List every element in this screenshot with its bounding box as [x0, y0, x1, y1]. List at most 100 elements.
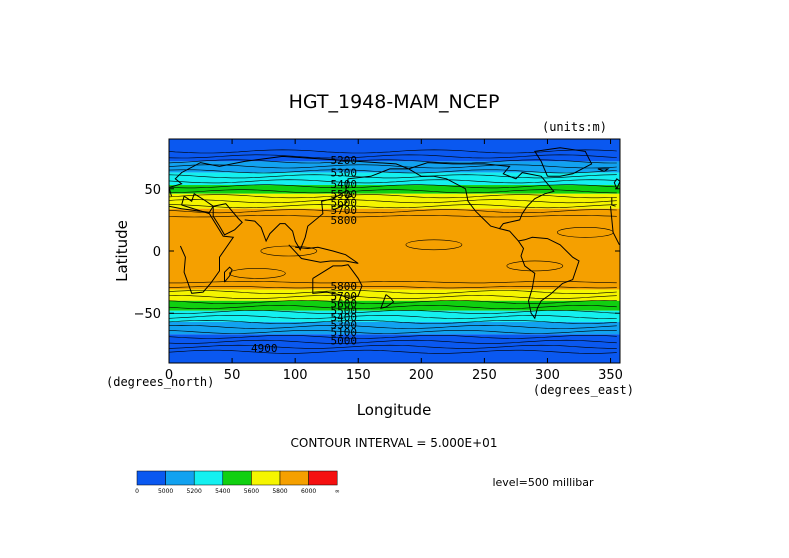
- units-label: (units:m): [542, 120, 607, 134]
- contour-line-21: [168, 315, 617, 319]
- y-axis-unit-label: (degrees_north): [106, 375, 214, 389]
- contour-line-17: [168, 295, 617, 299]
- x-tick-label-3: 150: [346, 368, 371, 383]
- contour-line-2: [168, 159, 617, 164]
- coastline-12: [224, 266, 233, 283]
- contour-line-12: [168, 209, 617, 214]
- y-tick-label-1: 0: [153, 245, 161, 260]
- coastline-4: [312, 264, 363, 299]
- contour-line-8: [168, 189, 617, 194]
- contour-line-18: [168, 300, 617, 304]
- contour-line-28: [168, 349, 617, 354]
- contour-line-7: [168, 184, 617, 189]
- contour-band-7: [169, 300, 620, 311]
- contour-line-10: [168, 199, 617, 204]
- contour-label-7: 5800: [330, 280, 357, 293]
- contour-line-13: [168, 215, 617, 218]
- colorbar-swatch-6: [308, 470, 338, 486]
- contour-label-12: 5300: [330, 318, 357, 331]
- contour-line-22: [168, 319, 617, 324]
- x-axis-unit-label: (degrees_east): [533, 383, 634, 397]
- coastline-9: [533, 147, 593, 177]
- contour-label-14: 5000: [330, 335, 357, 348]
- contour-line-4: [168, 169, 617, 174]
- y-axis-label: Latitude: [113, 220, 131, 282]
- chart-title: HGT_1948-MAM_NCEP: [289, 91, 500, 113]
- contour-label-4: 5600: [330, 196, 357, 209]
- contour-line-25: [168, 335, 617, 339]
- y-tick-label-0: −50: [134, 307, 161, 322]
- contour-band-6: [169, 289, 620, 301]
- closed-contour-2: [506, 260, 564, 272]
- y-tick-label-2: 50: [144, 183, 161, 198]
- contour-interval-text: CONTOUR INTERVAL = 5.000E+01: [291, 436, 498, 450]
- colorbar-swatch-3: [222, 470, 252, 486]
- colorbar-swatch-1: [165, 470, 195, 486]
- contour-line-26: [168, 339, 617, 344]
- coastline-8: [499, 228, 580, 320]
- contour-lines: [168, 149, 617, 354]
- coastline-11: [380, 294, 395, 309]
- colorbar-label-4: 5600: [244, 488, 259, 495]
- level-text: level=500 millibar: [492, 476, 594, 489]
- closed-contour-1: [405, 239, 463, 251]
- contour-line-1: [168, 154, 617, 159]
- contour-label-2: 5400: [330, 178, 357, 191]
- contour-label-3: 5500: [330, 188, 357, 201]
- contour-line-11: [168, 204, 617, 209]
- contour-line-19: [168, 305, 617, 309]
- colorbar-label-6: 6000: [301, 488, 316, 495]
- contour-line-23: [168, 324, 617, 329]
- contour-band-8: [169, 310, 620, 322]
- coastline-7: [408, 162, 555, 230]
- x-axis-ticks: 0 50 100 150 200 250 300 350: [165, 139, 623, 383]
- colorbar-label-5: 5800: [272, 488, 287, 495]
- contour-line-3: [168, 164, 617, 169]
- x-tick-label-5: 250: [472, 368, 497, 383]
- contour-labels: 5200530054005500560057005800580057005600…: [251, 154, 357, 355]
- colorbar-label-3: 5400: [215, 488, 230, 495]
- colorbar-label-0: 0: [135, 488, 139, 495]
- contour-line-14: [169, 281, 617, 284]
- x-axis-label: Longitude: [357, 401, 432, 419]
- colorbar-label-1: 5000: [158, 488, 173, 495]
- coastline-14: [613, 178, 621, 189]
- x-tick-label-7: 350: [598, 368, 623, 383]
- contour-line-24: [168, 330, 617, 334]
- contour-line-16: [168, 290, 617, 295]
- x-tick-label-6: 300: [535, 368, 560, 383]
- x-tick-label-0: 0: [165, 368, 173, 383]
- contour-line-0: [168, 149, 617, 154]
- contour-label-10: 5500: [330, 305, 357, 318]
- contour-band-3: [169, 185, 620, 194]
- coastline-10: [597, 168, 610, 172]
- contour-label-15: 4900: [251, 342, 278, 355]
- closed-contour-3: [229, 268, 286, 279]
- contour-label-9: 5600: [330, 297, 357, 310]
- contour-band-2: [169, 172, 620, 186]
- filled-contour-bands: [169, 139, 620, 363]
- contour-line-20: [168, 310, 617, 314]
- colorbar-legend: 0 5000 5200 5400 5600 5800 6000 ∞: [135, 470, 340, 495]
- contour-band-0: [169, 139, 620, 162]
- contour-band-1: [169, 161, 620, 173]
- coastline-2: [212, 203, 243, 236]
- colorbar-label-7: ∞: [335, 488, 340, 495]
- coastline-1: [179, 204, 620, 294]
- closed-contour-0: [260, 245, 318, 257]
- contour-label-0: 5200: [330, 154, 357, 167]
- contour-band-10: [169, 334, 620, 363]
- colorbar-label-2: 5200: [187, 488, 202, 495]
- contour-line-15: [168, 286, 617, 289]
- contour-label-11: 5400: [330, 311, 357, 324]
- contour-band-5: [169, 208, 620, 290]
- contour-label-1: 5300: [330, 167, 357, 180]
- contour-line-27: [168, 344, 617, 349]
- x-tick-label-4: 200: [409, 368, 434, 383]
- colorbar-swatch-5: [279, 470, 309, 486]
- colorbar-swatch-0: [136, 470, 166, 486]
- colorbar-swatch-2: [193, 470, 224, 486]
- colorbar-swatch-4: [251, 470, 281, 486]
- contour-label-6: 5800: [330, 214, 357, 227]
